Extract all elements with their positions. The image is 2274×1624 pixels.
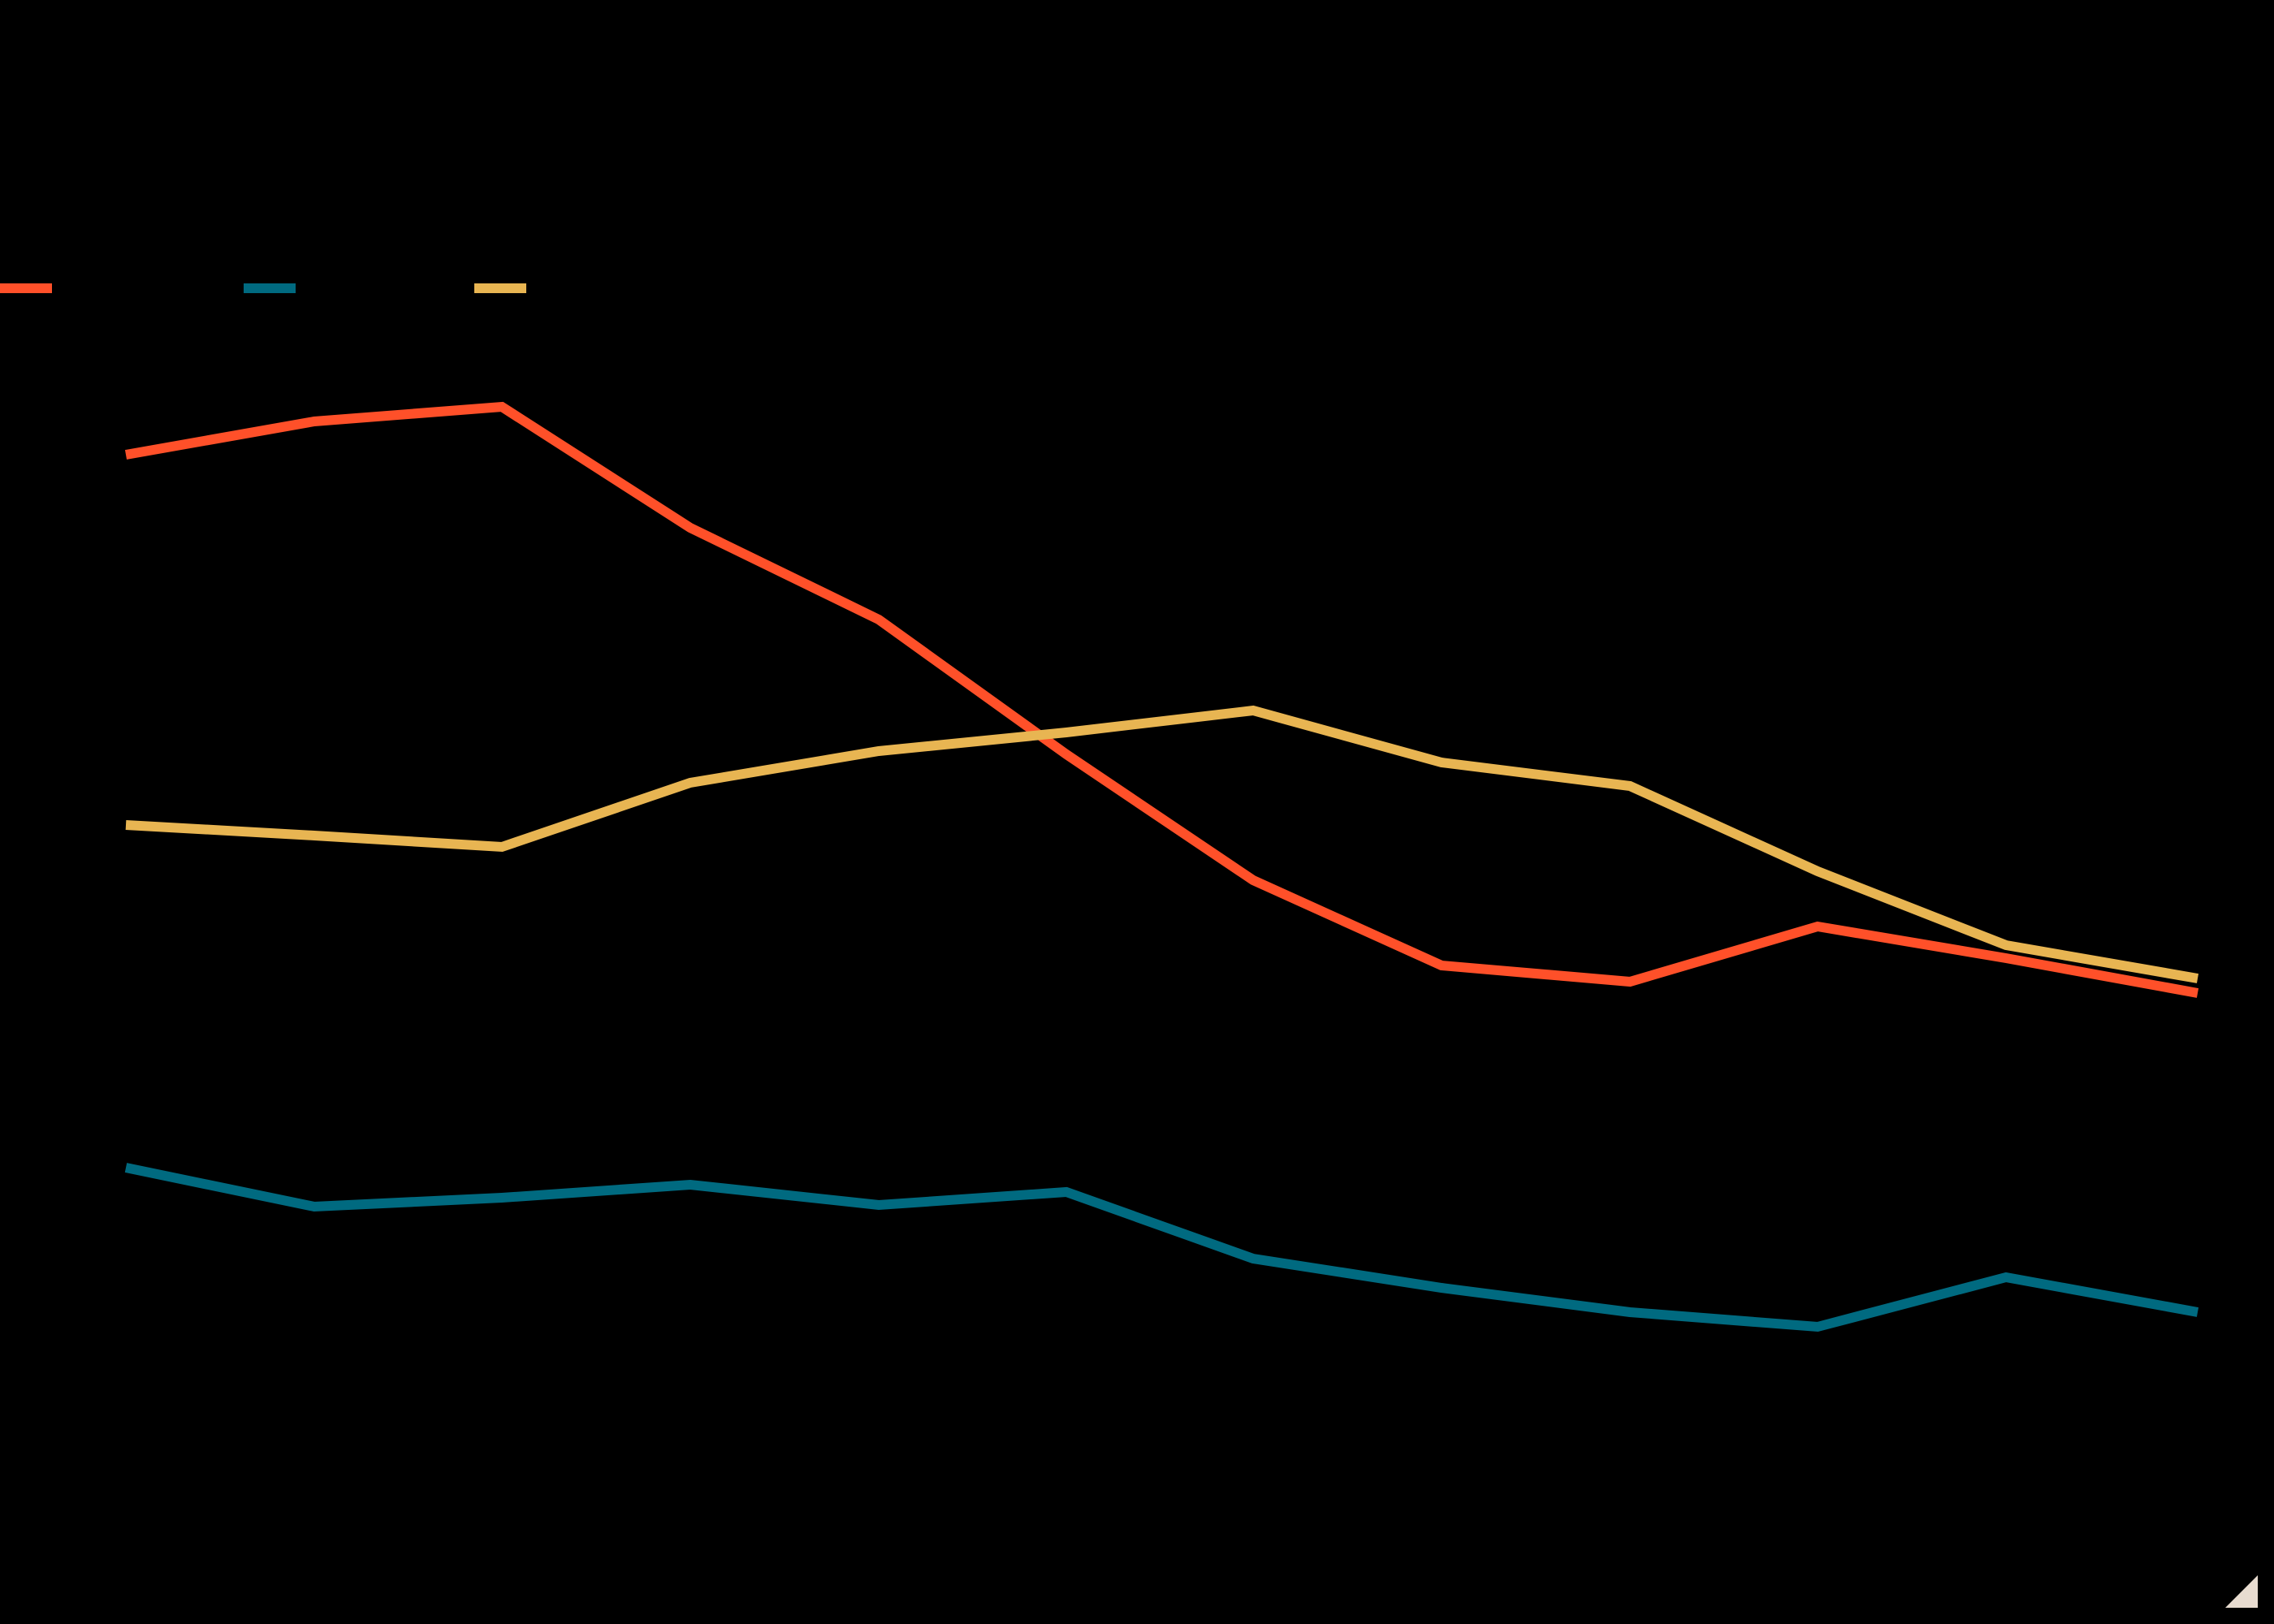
legend-swatch-red: [0, 283, 52, 293]
legend-item-series-3: [474, 283, 536, 293]
legend-swatch-teal: [244, 283, 296, 293]
legend-item-series-2: [244, 283, 305, 293]
resize-handle-icon[interactable]: [2225, 1575, 2258, 1608]
legend-item-series-1: [0, 283, 62, 293]
legend-swatch-yellow: [474, 283, 526, 293]
series-line-teal: [124, 1163, 2199, 1332]
chart-legend: [0, 283, 2274, 293]
series-line-red: [124, 401, 2199, 998]
series-line-yellow: [125, 705, 2199, 983]
